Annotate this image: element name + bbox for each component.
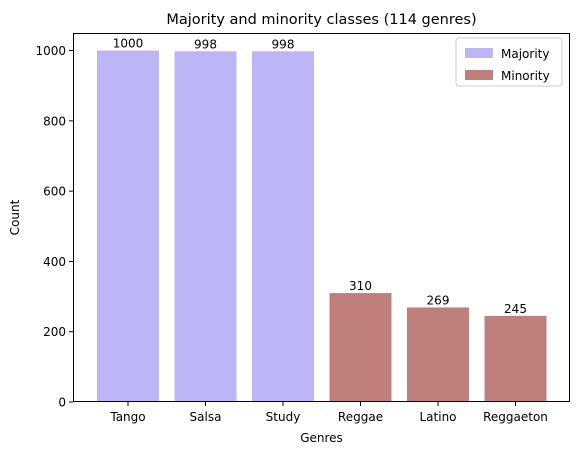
bar-value-label-reggaeton: 245 bbox=[504, 302, 527, 316]
legend-swatch-majority bbox=[465, 48, 493, 58]
bar-reggaeton bbox=[484, 315, 547, 402]
y-axis-label: Count bbox=[8, 199, 22, 235]
bar-reggae bbox=[329, 293, 392, 402]
y-axis: 0 200 400 600 800 1000 bbox=[35, 44, 73, 410]
bar-value-label-study: 998 bbox=[272, 37, 295, 51]
y-tick-label: 400 bbox=[43, 255, 66, 269]
y-tick-label: 0 bbox=[58, 396, 66, 410]
x-tick-label-study: Study bbox=[266, 410, 301, 424]
x-axis-label: Genres bbox=[300, 431, 343, 445]
plot-frame bbox=[73, 33, 570, 402]
legend-label-minority: Minority bbox=[501, 69, 550, 83]
y-tick-label: 600 bbox=[43, 185, 66, 199]
bar-value-label-reggae: 310 bbox=[349, 279, 372, 293]
legend-label-majority: Majority bbox=[501, 47, 549, 61]
x-tick-label-reggae: Reggae bbox=[338, 410, 383, 424]
x-tick-label-latino: Latino bbox=[419, 410, 456, 424]
chart-title: Majority and minority classes (114 genre… bbox=[166, 12, 476, 28]
y-tick-label: 800 bbox=[43, 114, 66, 128]
bar-tango bbox=[97, 50, 159, 402]
bar-value-label-tango: 1000 bbox=[113, 37, 144, 51]
x-tick-label-salsa: Salsa bbox=[190, 410, 222, 424]
legend: Majority Minority bbox=[455, 37, 563, 87]
bar-latino bbox=[407, 307, 469, 402]
y-tick-label: 1000 bbox=[35, 44, 66, 58]
y-tick-label: 200 bbox=[43, 325, 66, 339]
x-tick-label-reggaeton: Reggaeton bbox=[483, 410, 548, 424]
bar-value-label-salsa: 998 bbox=[194, 37, 217, 51]
bars-layer bbox=[97, 50, 547, 402]
bar-labels-layer: 1000 998 998 310 269 245 bbox=[113, 37, 527, 316]
legend-swatch-minority bbox=[465, 70, 493, 80]
x-tick-label-tango: Tango bbox=[109, 410, 145, 424]
bar-value-label-latino: 269 bbox=[427, 293, 450, 307]
bar-study bbox=[252, 51, 314, 402]
x-axis: Tango Salsa Study Reggae Latino Reggaeton bbox=[109, 402, 548, 424]
bar-salsa bbox=[174, 51, 237, 402]
